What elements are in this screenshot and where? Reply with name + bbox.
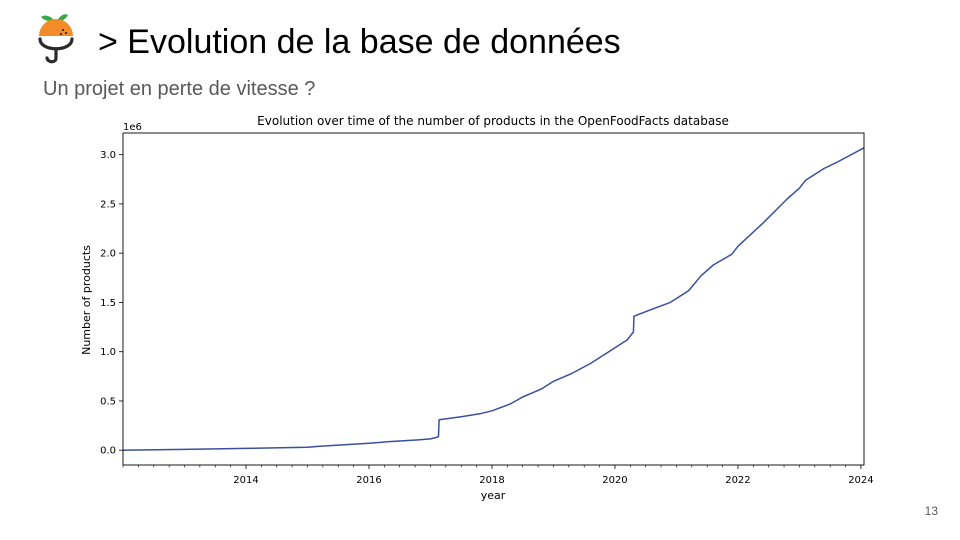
x-tick-label: 2016 — [356, 475, 381, 486]
y-axis-label: Number of products — [80, 245, 93, 355]
x-tick-label: 2020 — [602, 475, 627, 486]
axis-ticks: 2014 2016 2018 2020 2022 2024 0.0 0.5 1.0 1.5 2.0 2… — [100, 150, 874, 486]
logo-smile — [38, 37, 74, 51]
chart-title: Evolution over time of the number of pro… — [257, 114, 729, 128]
y-offset-text: 1e6 — [123, 122, 142, 133]
logo — [36, 12, 76, 64]
y-tick-label: 0.0 — [100, 446, 116, 457]
slide-subtitle: Un projet en perte de vitesse ? — [43, 78, 316, 100]
x-tick-label: 2024 — [848, 475, 873, 486]
series-line-products — [122, 147, 865, 451]
y-tick-label: 1.5 — [100, 298, 116, 309]
logo-orange — [39, 19, 73, 36]
x-tick-label: 2014 — [233, 475, 258, 486]
page-number: 13 — [924, 504, 938, 518]
slide-title: > Evolution de la base de données — [98, 23, 621, 61]
y-tick-label: 0.5 — [100, 396, 116, 407]
x-tick-label: 2018 — [479, 475, 504, 486]
x-axis-label: year — [481, 489, 506, 502]
y-tick-label: 2.5 — [100, 199, 116, 210]
y-tick-label: 3.0 — [100, 150, 116, 161]
y-tick-label: 1.0 — [100, 347, 116, 358]
y-tick-label: 2.0 — [100, 249, 116, 260]
x-tick-label: 2022 — [725, 475, 750, 486]
logo-hook — [45, 49, 58, 64]
plot-frame — [122, 132, 865, 466]
